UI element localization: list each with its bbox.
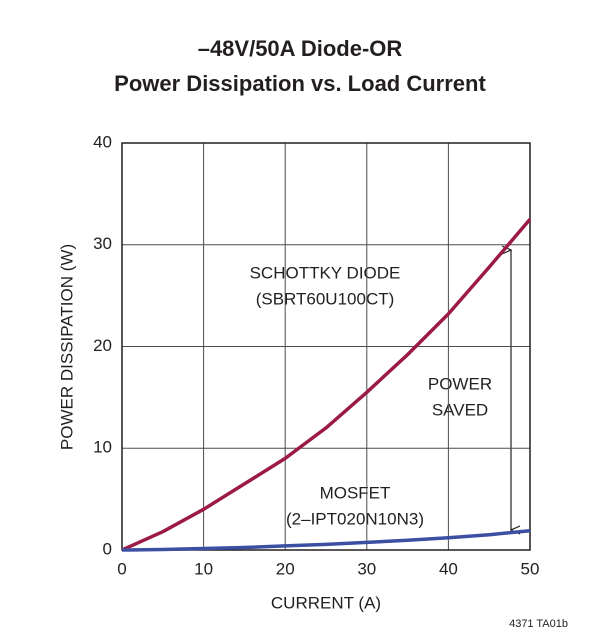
- y-tick-label: 20: [93, 336, 112, 355]
- x-tick-label: 50: [521, 559, 540, 578]
- y-tick-label: 30: [93, 234, 112, 253]
- y-tick-label: 10: [93, 438, 112, 457]
- series-line: [121, 218, 532, 552]
- x-axis-label: CURRENT (A): [271, 593, 381, 612]
- plot-frame: [121, 142, 531, 551]
- series-label: MOSFET: [320, 483, 391, 502]
- series-label: SCHOTTKY DIODE: [250, 263, 401, 282]
- chart-title: –48V/50A Diode-OR: [198, 36, 403, 61]
- series-line: [121, 528, 531, 552]
- annotation: (SBRT60U100CT): [256, 289, 395, 308]
- x-tick-label: 40: [439, 559, 458, 578]
- y-axis-label: POWER DISSIPATION (W): [57, 244, 76, 450]
- annotation: (2–IPT020N10N3): [286, 509, 424, 528]
- x-tick-label: 10: [194, 559, 213, 578]
- annotation: SAVED: [432, 400, 488, 419]
- x-tick-label: 30: [357, 559, 376, 578]
- chart-title: Power Dissipation vs. Load Current: [114, 71, 486, 96]
- x-tick-label: 20: [276, 559, 295, 578]
- annotation: POWER: [428, 374, 492, 393]
- y-tick-label: 0: [103, 539, 112, 558]
- footnote: 4371 TA01b: [509, 618, 568, 630]
- y-tick-label: 40: [93, 132, 112, 151]
- x-tick-label: 0: [117, 559, 126, 578]
